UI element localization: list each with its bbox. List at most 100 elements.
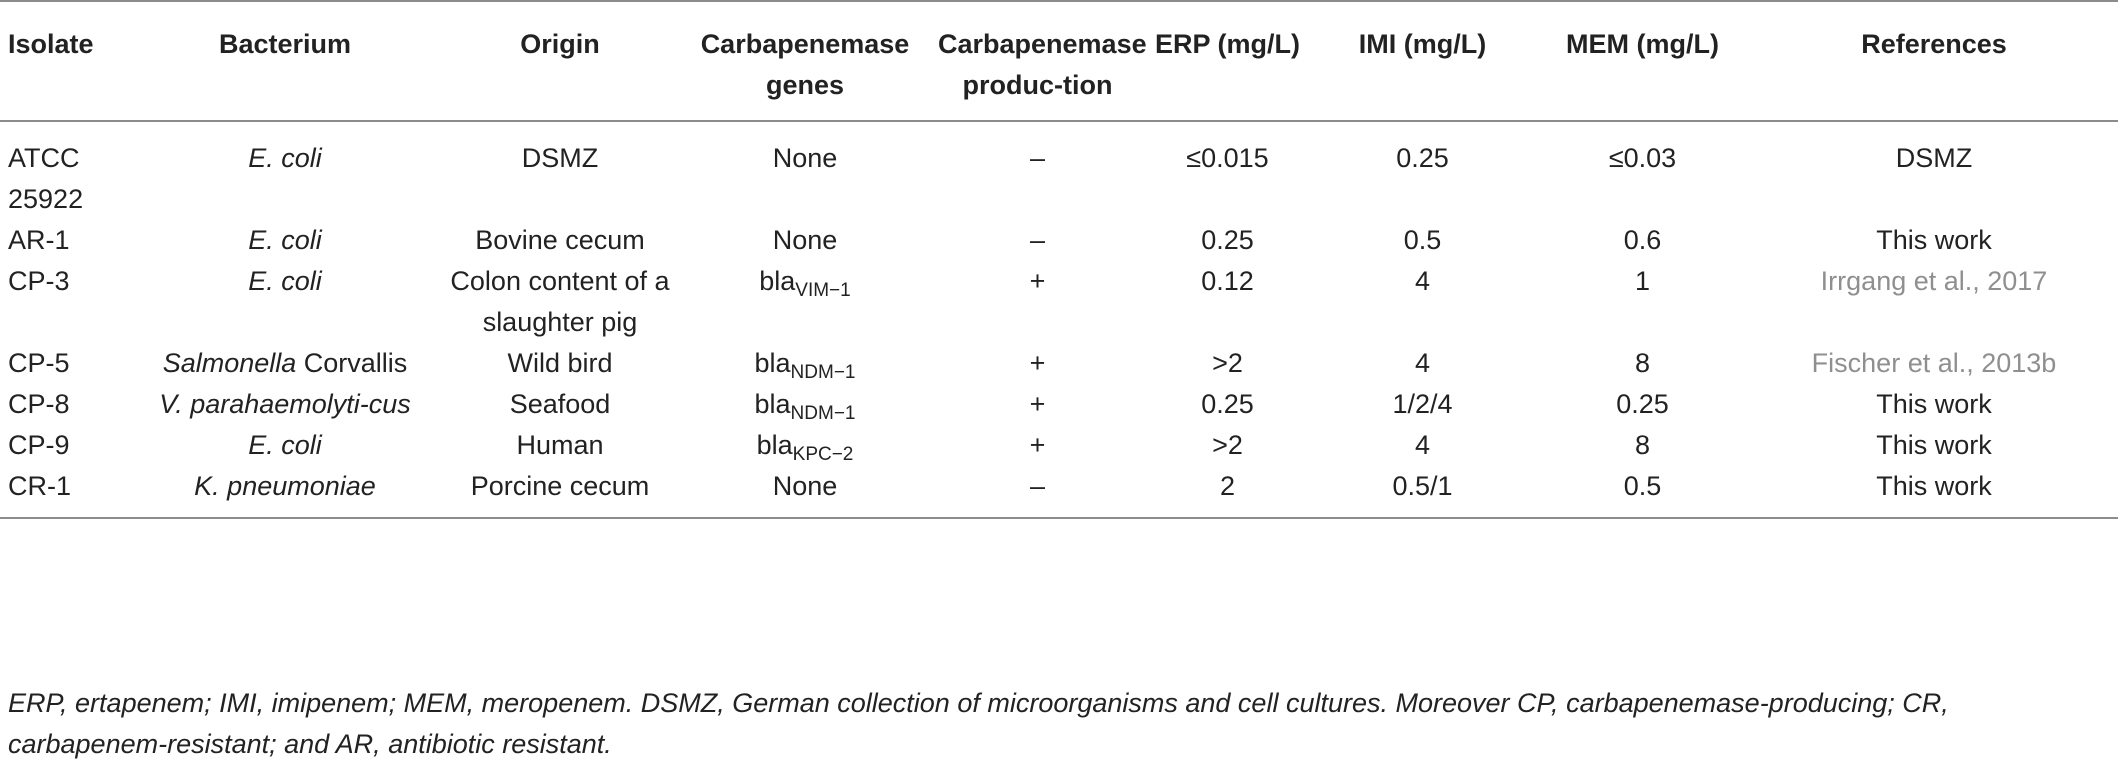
cell-references[interactable]: Fischer et al., 2013b [1750, 343, 2118, 384]
cell-imi: 4 [1310, 343, 1535, 384]
cell-carbapenemase-genes: None [680, 466, 930, 518]
cell-mem: 8 [1535, 343, 1750, 384]
cell-imi: 0.25 [1310, 121, 1535, 220]
gene-subscript-text: KPC−2 [792, 444, 854, 465]
gene-subscript-text: NDM−1 [790, 403, 856, 424]
cell-bacterium: E. coli [130, 425, 440, 466]
cell-mem: 0.6 [1535, 220, 1750, 261]
cell-bacterium: E. coli [130, 261, 440, 343]
origin-text: DSMZ [521, 143, 599, 173]
cell-references: This work [1750, 466, 2118, 518]
cell-imi: 0.5/1 [1310, 466, 1535, 518]
cell-carbapenemase-production: – [930, 466, 1145, 518]
table-header: Isolate Bacterium Origin Carbapenemase g… [0, 1, 2118, 121]
table-row: CP-8 V. parahaemolyti-cus Seafood blaNDM… [0, 384, 2118, 425]
gene-subscript-text: NDM−1 [790, 362, 856, 383]
header-mem: MEM (mg/L) [1566, 29, 1719, 59]
cell-references: This work [1750, 425, 2118, 466]
gene-base-text: bla [759, 266, 796, 296]
cell-imi: 4 [1310, 261, 1535, 343]
cell-imi: 1/2/4 [1310, 384, 1535, 425]
isolate-text: CP-3 [8, 266, 70, 296]
isolates-table: Isolate Bacterium Origin Carbapenemase g… [0, 1, 2118, 518]
cell-carbapenemase-genes: None [680, 121, 930, 220]
cell-mem: 0.25 [1535, 384, 1750, 425]
production-text: + [1029, 389, 1046, 419]
imi-value: 0.5/1 [1392, 471, 1453, 501]
header-erp: ERP (mg/L) [1154, 29, 1300, 59]
bacterium-italic-text: Salmonella [162, 348, 297, 378]
isolate-text: CR-1 [8, 471, 72, 501]
cell-imi: 0.5 [1310, 220, 1535, 261]
bacterium-italic-text: E. coli [248, 225, 322, 255]
cell-mem: 8 [1535, 425, 1750, 466]
bacterium-italic-text: K. pneumoniae [194, 471, 376, 501]
cell-carbapenemase-production: + [930, 425, 1145, 466]
gene-base-text: bla [756, 430, 793, 460]
header-carbapenemase-genes: Carbapenemase genes [700, 29, 910, 100]
table-row: CP-3 E. coli Colon content of a slaughte… [0, 261, 2118, 343]
cell-isolate: CP-9 [0, 425, 130, 466]
header-imi: IMI (mg/L) [1358, 29, 1487, 59]
cell-carbapenemase-genes: blaNDM−1 [680, 384, 930, 425]
reference-text: This work [1876, 389, 1992, 419]
cell-carbapenemase-production: – [930, 121, 1145, 220]
gene-subscript-text: VIM−1 [795, 280, 851, 301]
header-row: Isolate Bacterium Origin Carbapenemase g… [0, 1, 2118, 121]
cell-erp: 0.25 [1145, 220, 1310, 261]
production-text: + [1029, 348, 1046, 378]
cell-carbapenemase-genes: blaKPC−2 [680, 425, 930, 466]
cell-erp: 0.12 [1145, 261, 1310, 343]
table-row: CP-5 Salmonella Corvallis Wild bird blaN… [0, 343, 2118, 384]
imi-value: 4 [1414, 430, 1431, 460]
origin-text: Colon content of a slaughter pig [450, 266, 670, 337]
table-row: ATCC 25922 E. coli DSMZ None – ≤0.015 0.… [0, 121, 2118, 220]
mem-value: ≤0.03 [1608, 143, 1677, 173]
cell-imi: 4 [1310, 425, 1535, 466]
isolate-text: CP-8 [8, 389, 70, 419]
production-text: + [1029, 266, 1046, 296]
table-row: CP-9 E. coli Human blaKPC−2 + >2 4 8 Thi… [0, 425, 2118, 466]
cell-references: This work [1750, 220, 2118, 261]
erp-value: >2 [1212, 430, 1243, 460]
cell-origin: Bovine cecum [440, 220, 680, 261]
cell-bacterium: E. coli [130, 220, 440, 261]
cell-carbapenemase-genes: blaNDM−1 [680, 343, 930, 384]
erp-value: 2 [1219, 471, 1236, 501]
imi-value: 1/2/4 [1392, 389, 1453, 419]
production-text: + [1029, 430, 1046, 460]
cell-references: This work [1750, 384, 2118, 425]
mem-value: 0.5 [1623, 471, 1662, 501]
cell-isolate: CP-8 [0, 384, 130, 425]
table-row: CR-1 K. pneumoniae Porcine cecum None – … [0, 466, 2118, 518]
cell-bacterium: E. coli [130, 121, 440, 220]
origin-text: Porcine cecum [470, 471, 650, 501]
cell-references[interactable]: Irrgang et al., 2017 [1750, 261, 2118, 343]
production-text: – [1029, 225, 1046, 255]
cell-origin: Wild bird [440, 343, 680, 384]
origin-text: Wild bird [507, 348, 613, 378]
cell-bacterium: K. pneumoniae [130, 466, 440, 518]
gene-base-text: bla [754, 389, 791, 419]
mem-value: 0.6 [1623, 225, 1662, 255]
bacterium-italic-text: E. coli [248, 430, 322, 460]
cell-references: DSMZ [1750, 121, 2118, 220]
cell-erp: >2 [1145, 425, 1310, 466]
cell-erp: 0.25 [1145, 384, 1310, 425]
cell-isolate: CR-1 [0, 466, 130, 518]
cell-carbapenemase-production: + [930, 384, 1145, 425]
mem-value: 8 [1634, 430, 1651, 460]
cell-isolate: ATCC 25922 [0, 121, 130, 220]
origin-text: Bovine cecum [475, 225, 645, 255]
imi-value: 0.5 [1403, 225, 1442, 255]
gene-base-text: None [772, 143, 838, 173]
cell-mem: 0.5 [1535, 466, 1750, 518]
isolate-text: CP-9 [8, 430, 70, 460]
erp-value: ≤0.015 [1186, 143, 1269, 173]
erp-value: 0.12 [1201, 266, 1254, 296]
cell-erp: 2 [1145, 466, 1310, 518]
origin-text: Seafood [509, 389, 611, 419]
cell-bacterium: V. parahaemolyti-cus [130, 384, 440, 425]
cell-erp: >2 [1145, 343, 1310, 384]
header-carbapenemase-production: Carbapenemase produc-tion [938, 29, 1147, 100]
